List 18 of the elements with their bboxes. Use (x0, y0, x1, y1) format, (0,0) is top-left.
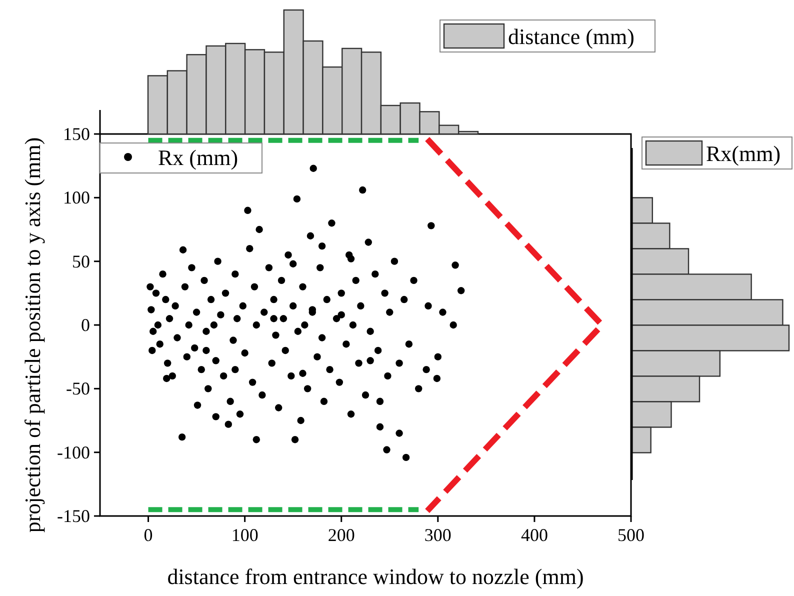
y-tick-label: -150 (57, 506, 90, 526)
y-tick-label: 50 (72, 251, 90, 272)
y-tick-label: 0 (81, 315, 90, 335)
x-tick-label: 500 (618, 525, 644, 545)
x-tick-label: 300 (424, 525, 452, 545)
x-tick-label: 200 (328, 525, 355, 545)
y-tick-label: 150 (63, 124, 90, 144)
y-tick-label: -50 (66, 378, 90, 399)
legend-label: Rx(mm) (706, 141, 781, 166)
x-tick-label: 400 (520, 525, 548, 545)
x-tick-label: 100 (231, 525, 258, 545)
legend-label: distance (mm) (508, 24, 634, 49)
legend-label: Rx (mm) (158, 145, 238, 170)
y-axis-title: projection of particle position to y axis (mm) (20, 137, 45, 533)
x-tick-label: 0 (144, 525, 153, 545)
x-axis-title: distance from entrance window to nozzle (mm) (167, 564, 584, 589)
y-tick-label: -100 (57, 442, 90, 462)
y-tick-label: 100 (63, 188, 90, 208)
